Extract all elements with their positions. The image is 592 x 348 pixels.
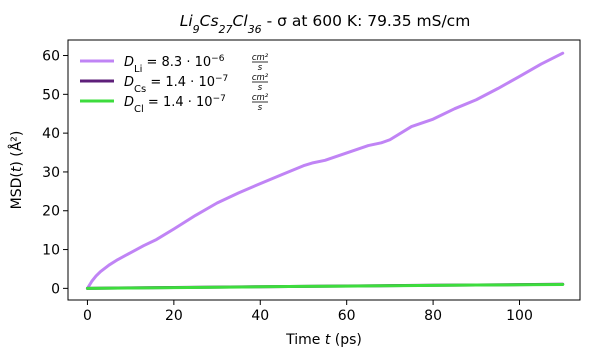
svg-text:s: s: [258, 103, 263, 113]
y-tick-label: 60: [42, 49, 60, 65]
svg-text:cm²: cm²: [252, 93, 269, 103]
legend-label-cs: DCs = 1.4 · 10−7: [124, 74, 228, 95]
chart-title: Li9Cs27Cl36 - σ at 600 K: 79.35 mS/cm: [180, 12, 471, 36]
y-tick-label: 50: [42, 87, 60, 103]
y-tick-label: 20: [42, 204, 60, 220]
title-formula-part: Cl: [233, 12, 249, 30]
x-tick-label: 80: [424, 308, 442, 324]
svg-text:s: s: [258, 63, 263, 73]
legend-label-cl: DCl = 1.4 · 10−7: [124, 94, 226, 115]
x-tick-label: 0: [83, 308, 92, 324]
y-tick-label: 10: [42, 243, 60, 259]
title-formula-part: 36: [248, 23, 262, 36]
title-formula-part: 27: [219, 23, 233, 36]
svg-text:cm²: cm²: [252, 53, 269, 63]
series-line-li: [85, 51, 565, 290]
y-tick-label: 0: [51, 281, 60, 297]
title-formula-part: Li: [180, 12, 194, 30]
svg-text:cm²: cm²: [252, 73, 269, 83]
series-line-cl: [85, 282, 565, 290]
x-tick-label: 60: [338, 308, 356, 324]
x-axis: 0 20 40 60 80 100: [83, 300, 533, 324]
y-axis-label: MSD(t) (Å²): [8, 131, 25, 210]
title-formula-part: Cs: [200, 12, 219, 30]
svg-text:s: s: [258, 83, 263, 93]
title-suffix: - σ at 600 K: 79.35 mS/cm: [262, 12, 471, 30]
y-tick-label: 30: [42, 165, 60, 181]
x-axis-label: Time t (ps): [285, 332, 362, 348]
y-axis: 0 10 20 30 40 50 60: [42, 49, 68, 297]
x-tick-label: 20: [165, 308, 183, 324]
plot-frame: [67, 39, 581, 301]
x-tick-label: 100: [506, 308, 533, 324]
title-formula-part: 9: [193, 23, 200, 36]
x-tick-label: 40: [251, 308, 269, 324]
plot-area: [85, 51, 565, 290]
y-tick-label: 40: [42, 126, 60, 142]
legend-label-li: DLi = 8.3 · 10−6: [124, 54, 225, 75]
